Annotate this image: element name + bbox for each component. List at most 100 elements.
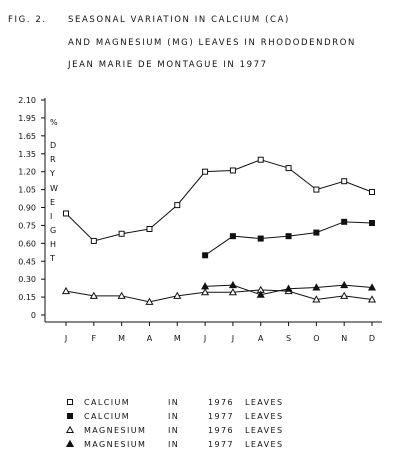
data-point — [117, 291, 126, 299]
chart-title-line-1: SEASONAL VARIATION IN CALCIUM (CA) — [68, 15, 290, 25]
legend-text: CALCIUM — [84, 398, 130, 407]
x-tick-label: F — [92, 334, 97, 343]
data-point — [146, 226, 153, 232]
y-tick-label: 1.05 — [18, 186, 36, 195]
y-tick-label: 1.35 — [18, 150, 36, 159]
data-point — [228, 280, 237, 289]
legend-text: IN — [168, 426, 179, 435]
legend-text: 1976 — [208, 426, 234, 435]
legend-text: LEAVES — [245, 426, 283, 435]
data-point — [256, 290, 265, 298]
data-point — [284, 284, 293, 292]
data-point — [312, 295, 321, 303]
legend-text: 1977 — [208, 412, 234, 421]
legend-text: IN — [168, 412, 179, 421]
y-tick-label: 1.20 — [18, 168, 36, 177]
series-line — [65, 289, 373, 303]
data-point — [257, 156, 264, 163]
legend-text: MAGNESIUM — [84, 440, 146, 449]
data-point — [202, 168, 209, 175]
chart-title-line-3: JEAN MARIE DE MONTAGUE IN 1977 — [67, 60, 268, 70]
legend-text: IN — [168, 440, 179, 449]
legend-text: LEAVES — [245, 412, 283, 421]
y-axis-ticks: 0 0.15 0.30 0.45 0.60 0.75 0.90 1.05 1.20 1.35 1.6… — [18, 96, 45, 320]
y-axis-label-letter: D — [50, 141, 56, 150]
data-point — [174, 202, 181, 209]
data-point — [340, 291, 349, 299]
series-4 — [201, 280, 377, 298]
y-axis-label-letter: R — [50, 155, 56, 164]
data-point — [173, 291, 182, 299]
y-axis-label-letter: G — [50, 226, 56, 235]
series-2 — [202, 218, 375, 259]
y-axis-label-letter: Y — [49, 169, 55, 178]
data-point — [367, 283, 377, 291]
data-point — [202, 252, 209, 259]
series-line — [65, 159, 373, 242]
data-point — [228, 288, 237, 296]
legend-text: LEAVES — [245, 398, 283, 407]
x-tick-label: J — [64, 334, 67, 343]
legend-text: 1977 — [208, 440, 234, 449]
legend-text: CALCIUM — [84, 412, 130, 421]
data-point — [367, 295, 377, 303]
legend-entry: MAGNESIUM IN 1977 LEAVES — [65, 439, 283, 449]
data-point — [63, 210, 69, 217]
legend-entry: CALCIUM IN 1976 LEAVES — [67, 398, 283, 407]
y-tick-label: 0 — [31, 311, 36, 320]
legend-marker — [67, 399, 73, 405]
legend-entry: MAGNESIUM IN 1976 LEAVES — [65, 425, 283, 435]
data-point — [118, 230, 125, 237]
data-point — [201, 288, 210, 296]
y-axis-label-letter: E — [50, 198, 55, 207]
legend-entry: CALCIUM IN 1977 LEAVES — [67, 412, 283, 421]
data-point — [312, 283, 321, 291]
data-point — [285, 165, 292, 172]
data-point — [89, 291, 98, 299]
data-point — [229, 167, 236, 174]
y-axis-label-letter: H — [50, 240, 56, 249]
data-point — [341, 178, 348, 185]
data-point — [341, 218, 348, 225]
y-tick-label: 0.60 — [18, 239, 36, 248]
y-tick-label: 0.30 — [18, 275, 36, 284]
legend-marker — [65, 425, 75, 433]
data-point — [313, 186, 320, 193]
y-tick-label: 0.15 — [18, 293, 36, 302]
figure-label: FIG. 2. — [8, 15, 47, 25]
series-group — [61, 156, 377, 305]
y-tick-label: 0.45 — [18, 257, 36, 266]
data-point — [201, 282, 210, 290]
data-point — [257, 235, 264, 242]
y-tick-label: 2.10 — [18, 96, 36, 105]
legend-text: MAGNESIUM — [84, 426, 146, 435]
legend-text: 1976 — [208, 398, 234, 407]
x-tick-label: D — [369, 334, 375, 343]
data-point — [90, 237, 97, 244]
y-axis-label-letter: I — [50, 212, 52, 221]
x-tick-label: J — [203, 334, 206, 343]
legend-marker — [65, 439, 75, 447]
data-point — [369, 188, 375, 195]
data-point — [313, 229, 320, 236]
data-point — [229, 233, 236, 240]
x-tick-label: M — [118, 334, 125, 343]
x-tick-label: A — [147, 334, 153, 343]
y-axis-label-letter: T — [49, 254, 55, 263]
legend-text: LEAVES — [245, 440, 283, 449]
y-tick-label: 1.95 — [18, 114, 36, 123]
x-tick-label: S — [286, 334, 291, 343]
data-point — [340, 280, 349, 289]
y-axis-unit: % — [50, 118, 58, 127]
x-tick-label: O — [313, 334, 319, 343]
legend-text: IN — [168, 398, 179, 407]
x-tick-label: M — [174, 334, 181, 343]
series-3 — [61, 285, 377, 305]
data-point — [285, 233, 292, 240]
y-tick-label: 0.90 — [18, 204, 36, 213]
legend-marker — [67, 413, 73, 419]
